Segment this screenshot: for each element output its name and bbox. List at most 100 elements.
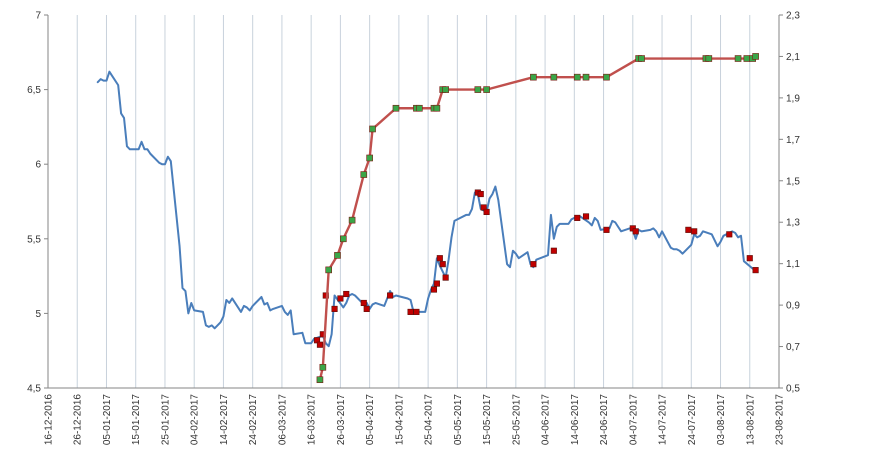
series-2 bbox=[316, 53, 759, 384]
y-right-tick-label: 1,1 bbox=[786, 259, 800, 270]
data-point-marker bbox=[348, 216, 356, 224]
x-tick-label: 26-03-2017 bbox=[336, 394, 347, 446]
data-point-marker bbox=[752, 53, 759, 60]
y-right-tick-label: 1,9 bbox=[786, 93, 800, 104]
x-tick-label: 05-01-2017 bbox=[102, 394, 113, 446]
data-point-marker bbox=[632, 228, 639, 235]
labels-layer: 16-12-2016 26-12-2016 05-01-2017 15-01-2017… bbox=[27, 11, 800, 446]
x-tick-label: 04-06-2017 bbox=[541, 394, 552, 446]
x-tick-label: 05-04-2017 bbox=[365, 394, 376, 446]
data-point-marker bbox=[316, 376, 324, 384]
x-tick-label: 24-02-2017 bbox=[248, 394, 259, 446]
data-point-marker bbox=[483, 208, 490, 215]
y-right-tick-label: 1,7 bbox=[786, 135, 800, 146]
x-tick-label: 06-03-2017 bbox=[277, 394, 288, 446]
series-1 bbox=[313, 189, 759, 348]
x-tick-label: 16-03-2017 bbox=[307, 394, 318, 446]
data-point-marker bbox=[582, 213, 590, 220]
data-point-marker bbox=[416, 104, 423, 112]
data-point-marker bbox=[340, 235, 347, 243]
data-point-marker bbox=[530, 73, 537, 81]
data-point-marker bbox=[369, 125, 376, 133]
data-point-marker bbox=[574, 214, 581, 221]
data-point-marker bbox=[319, 363, 327, 371]
data-point-marker bbox=[334, 252, 341, 259]
x-tick-label: 04-02-2017 bbox=[190, 394, 201, 446]
x-tick-label: 25-04-2017 bbox=[424, 394, 435, 446]
x-tick-label: 05-05-2017 bbox=[453, 394, 464, 446]
y-left-tick-label: 6 bbox=[35, 160, 41, 171]
data-point-marker bbox=[442, 86, 449, 93]
data-point-marker bbox=[366, 154, 373, 162]
x-tick-label: 03-08-2017 bbox=[716, 394, 727, 446]
y-left-tick-label: 7 bbox=[35, 11, 41, 22]
x-tick-label: 15-04-2017 bbox=[394, 394, 405, 446]
data-point-marker bbox=[433, 280, 440, 287]
y-left-tick-label: 5 bbox=[35, 309, 41, 320]
y-right-tick-label: 2,1 bbox=[786, 52, 800, 63]
data-point-marker bbox=[439, 261, 446, 268]
y-left-tick-label: 6,5 bbox=[27, 85, 41, 96]
y-right-tick-label: 1,5 bbox=[786, 176, 800, 187]
data-point-marker bbox=[477, 190, 484, 198]
data-point-marker bbox=[392, 104, 400, 112]
data-point-marker bbox=[550, 73, 558, 81]
data-point-marker bbox=[603, 226, 610, 233]
y-right-tick-label: 1,3 bbox=[786, 218, 800, 229]
y-left-tick-label: 4,5 bbox=[27, 384, 41, 395]
data-point-marker bbox=[436, 255, 443, 262]
data-point-marker bbox=[743, 55, 751, 62]
data-point-marker bbox=[387, 292, 394, 299]
data-point-marker bbox=[474, 86, 482, 93]
y-right-tick-label: 0,5 bbox=[786, 384, 800, 395]
data-point-marker bbox=[343, 290, 350, 298]
data-point-marker bbox=[360, 299, 367, 307]
x-tick-label: 25-01-2017 bbox=[160, 394, 171, 446]
x-tick-label: 14-02-2017 bbox=[219, 394, 230, 446]
data-point-marker bbox=[726, 231, 733, 238]
data-point-marker bbox=[705, 55, 713, 62]
x-tick-label: 13-08-2017 bbox=[745, 394, 756, 446]
x-tick-label: 25-05-2017 bbox=[511, 394, 522, 446]
x-tick-label: 23-08-2017 bbox=[775, 394, 786, 446]
x-tick-label: 24-07-2017 bbox=[687, 394, 698, 446]
data-point-marker bbox=[430, 286, 438, 293]
x-tick-label: 26-12-2016 bbox=[73, 394, 84, 446]
data-point-marker bbox=[603, 73, 610, 81]
y-right-tick-label: 2,3 bbox=[786, 11, 800, 22]
data-point-marker bbox=[752, 267, 759, 274]
x-tick-label: 16-12-2016 bbox=[44, 394, 55, 446]
x-tick-label: 04-07-2017 bbox=[628, 394, 639, 446]
data-point-marker bbox=[734, 55, 742, 62]
axes-layer bbox=[44, 14, 783, 389]
data-point-marker bbox=[363, 305, 370, 312]
grid-layer bbox=[47, 15, 780, 388]
x-tick-label: 14-06-2017 bbox=[570, 394, 581, 446]
x-tick-label: 14-07-2017 bbox=[658, 394, 669, 446]
data-point-marker bbox=[573, 73, 581, 81]
data-point-marker bbox=[413, 308, 420, 315]
data-point-marker bbox=[638, 55, 645, 62]
data-point-marker bbox=[746, 255, 753, 262]
data-point-marker bbox=[322, 292, 329, 299]
data-point-marker bbox=[685, 226, 692, 233]
x-tick-label: 15-01-2017 bbox=[131, 394, 142, 446]
x-tick-label: 15-05-2017 bbox=[482, 394, 493, 446]
data-point-marker bbox=[337, 295, 344, 302]
data-point-marker bbox=[483, 86, 490, 93]
data-point-marker bbox=[316, 341, 323, 348]
data-point-marker bbox=[530, 261, 537, 268]
x-tick-label: 24-06-2017 bbox=[599, 394, 610, 446]
data-point-marker bbox=[433, 104, 441, 112]
data-point-marker bbox=[691, 228, 698, 235]
data-point-marker bbox=[360, 171, 368, 178]
data-point-marker bbox=[407, 308, 414, 315]
data-point-marker bbox=[550, 247, 557, 254]
y-left-tick-label: 5,5 bbox=[27, 234, 41, 245]
data-point-marker bbox=[582, 73, 590, 81]
data-point-marker bbox=[325, 266, 333, 274]
series-layer bbox=[96, 53, 759, 384]
